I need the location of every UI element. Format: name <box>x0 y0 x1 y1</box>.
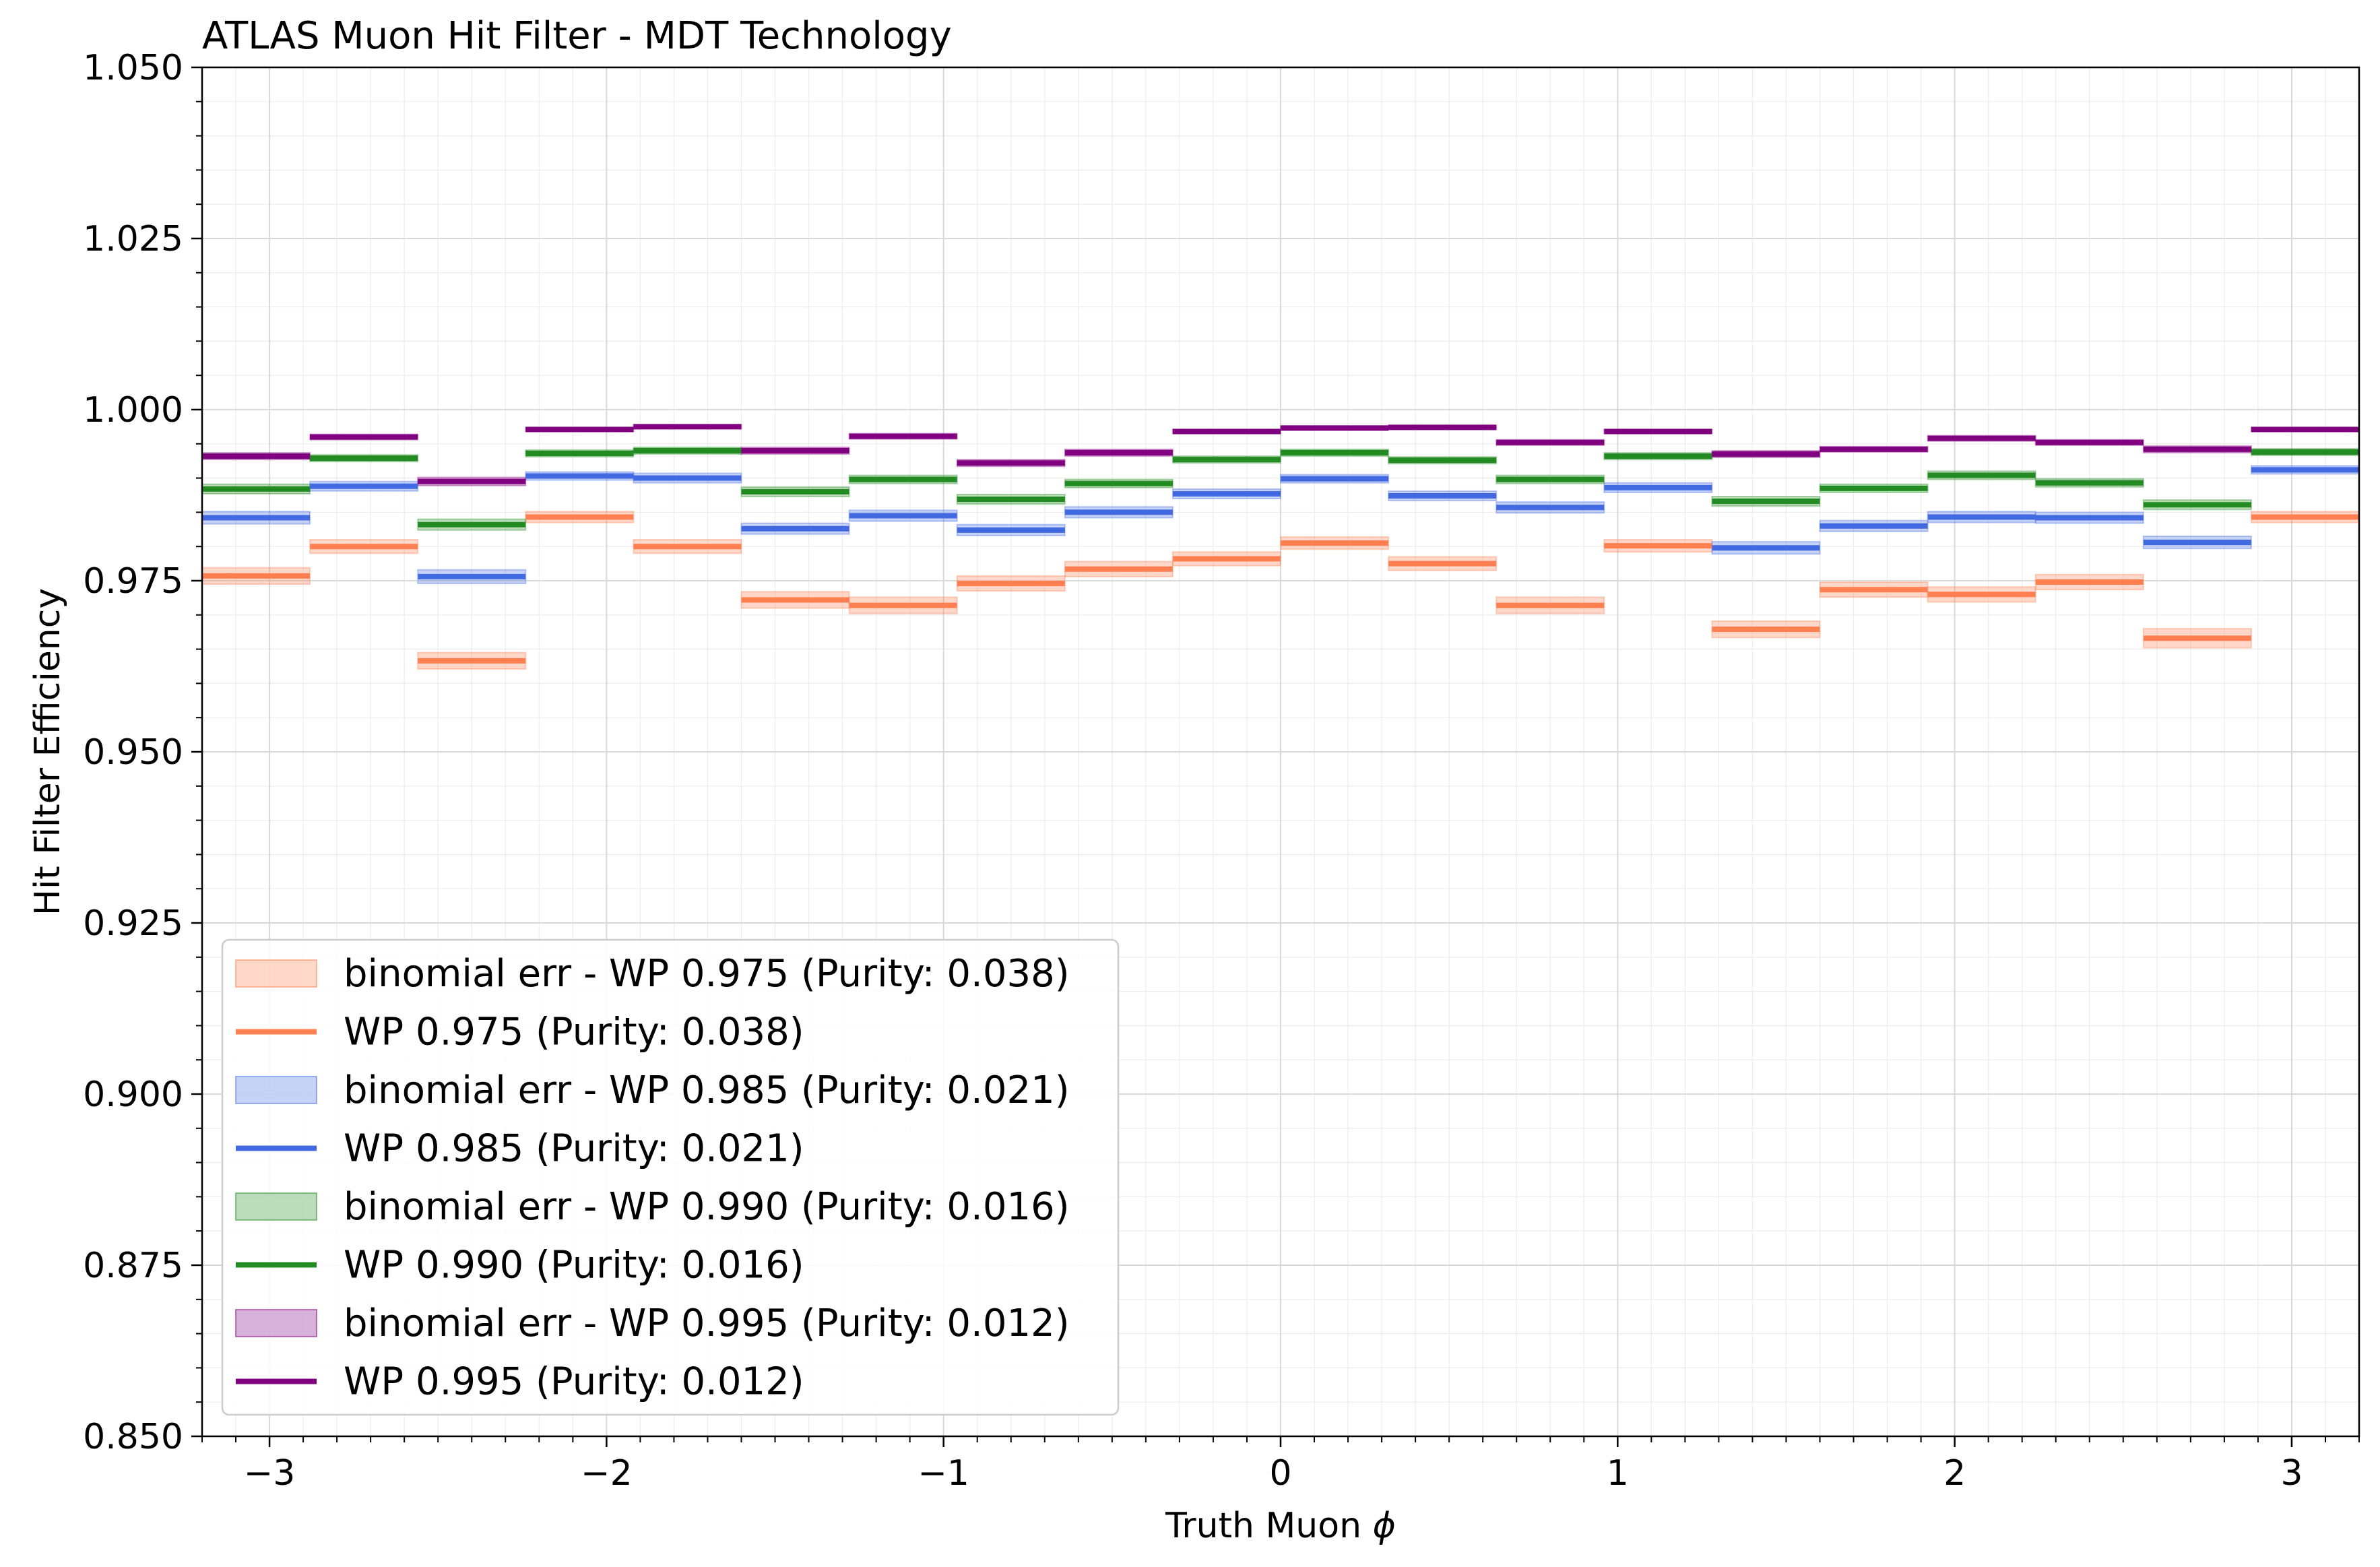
legend-swatch-band <box>235 1192 317 1221</box>
y-tick-label: 1.050 <box>83 48 183 88</box>
legend-label-band: binomial err - WP 0.985 (Purity: 0.021) <box>344 1068 1070 1112</box>
legend: binomial err - WP 0.975 (Purity: 0.038) W… <box>221 938 1120 1416</box>
legend-label-band: binomial err - WP 0.995 (Purity: 0.012) <box>344 1302 1070 1345</box>
legend-label-line: WP 0.990 (Purity: 0.016) <box>344 1244 804 1287</box>
tick-labels: −3 −2 −1 0 1 2 3 0.850 0.875 0.900 0.925 0.950 0.975… <box>83 48 2303 1494</box>
legend-swatch-band <box>235 1309 317 1337</box>
y-tick-label: 0.950 <box>83 732 183 773</box>
y-tick-label: 1.000 <box>83 390 183 430</box>
legend-swatch-band <box>235 959 317 988</box>
series-lines <box>202 424 2359 664</box>
x-tick-label: 1 <box>1607 1453 1629 1494</box>
x-tick-label: −2 <box>581 1453 633 1494</box>
chart-title: ATLAS Muon Hit Filter - MDT Technology <box>202 14 952 58</box>
legend-box <box>221 938 1120 1416</box>
y-axis-title: Hit Filter Efficiency <box>28 588 68 916</box>
y-tick-label: 0.875 <box>83 1246 183 1286</box>
legend-label-line: WP 0.995 (Purity: 0.012) <box>344 1360 804 1404</box>
x-axis-title: Truth Muon ϕ <box>1165 1506 1396 1546</box>
x-tick-label: 2 <box>1943 1453 1966 1494</box>
y-tick-label: 1.025 <box>83 219 183 259</box>
legend-swatch-band <box>235 1076 317 1104</box>
y-tick-label: 0.900 <box>83 1075 183 1115</box>
axis-ticks <box>191 66 2360 1447</box>
legend-label-line: WP 0.985 (Purity: 0.021) <box>344 1127 804 1171</box>
x-axis-title-symbol: ϕ <box>1373 1506 1396 1546</box>
legend-label-line: WP 0.975 (Purity: 0.038) <box>344 1011 804 1054</box>
x-tick-label: 0 <box>1269 1453 1291 1494</box>
y-tick-label: 0.975 <box>83 561 183 602</box>
y-tick-label: 0.850 <box>83 1417 183 1457</box>
x-tick-label: 3 <box>2280 1453 2303 1494</box>
y-tick-label: 0.925 <box>83 903 183 944</box>
legend-label-band: binomial err - WP 0.990 (Purity: 0.016) <box>344 1185 1070 1229</box>
x-tick-label: −3 <box>244 1453 296 1494</box>
legend-label-band: binomial err - WP 0.975 (Purity: 0.038) <box>344 952 1070 996</box>
x-axis-title-text: Truth Muon <box>1165 1506 1372 1546</box>
x-tick-label: −1 <box>918 1453 969 1494</box>
